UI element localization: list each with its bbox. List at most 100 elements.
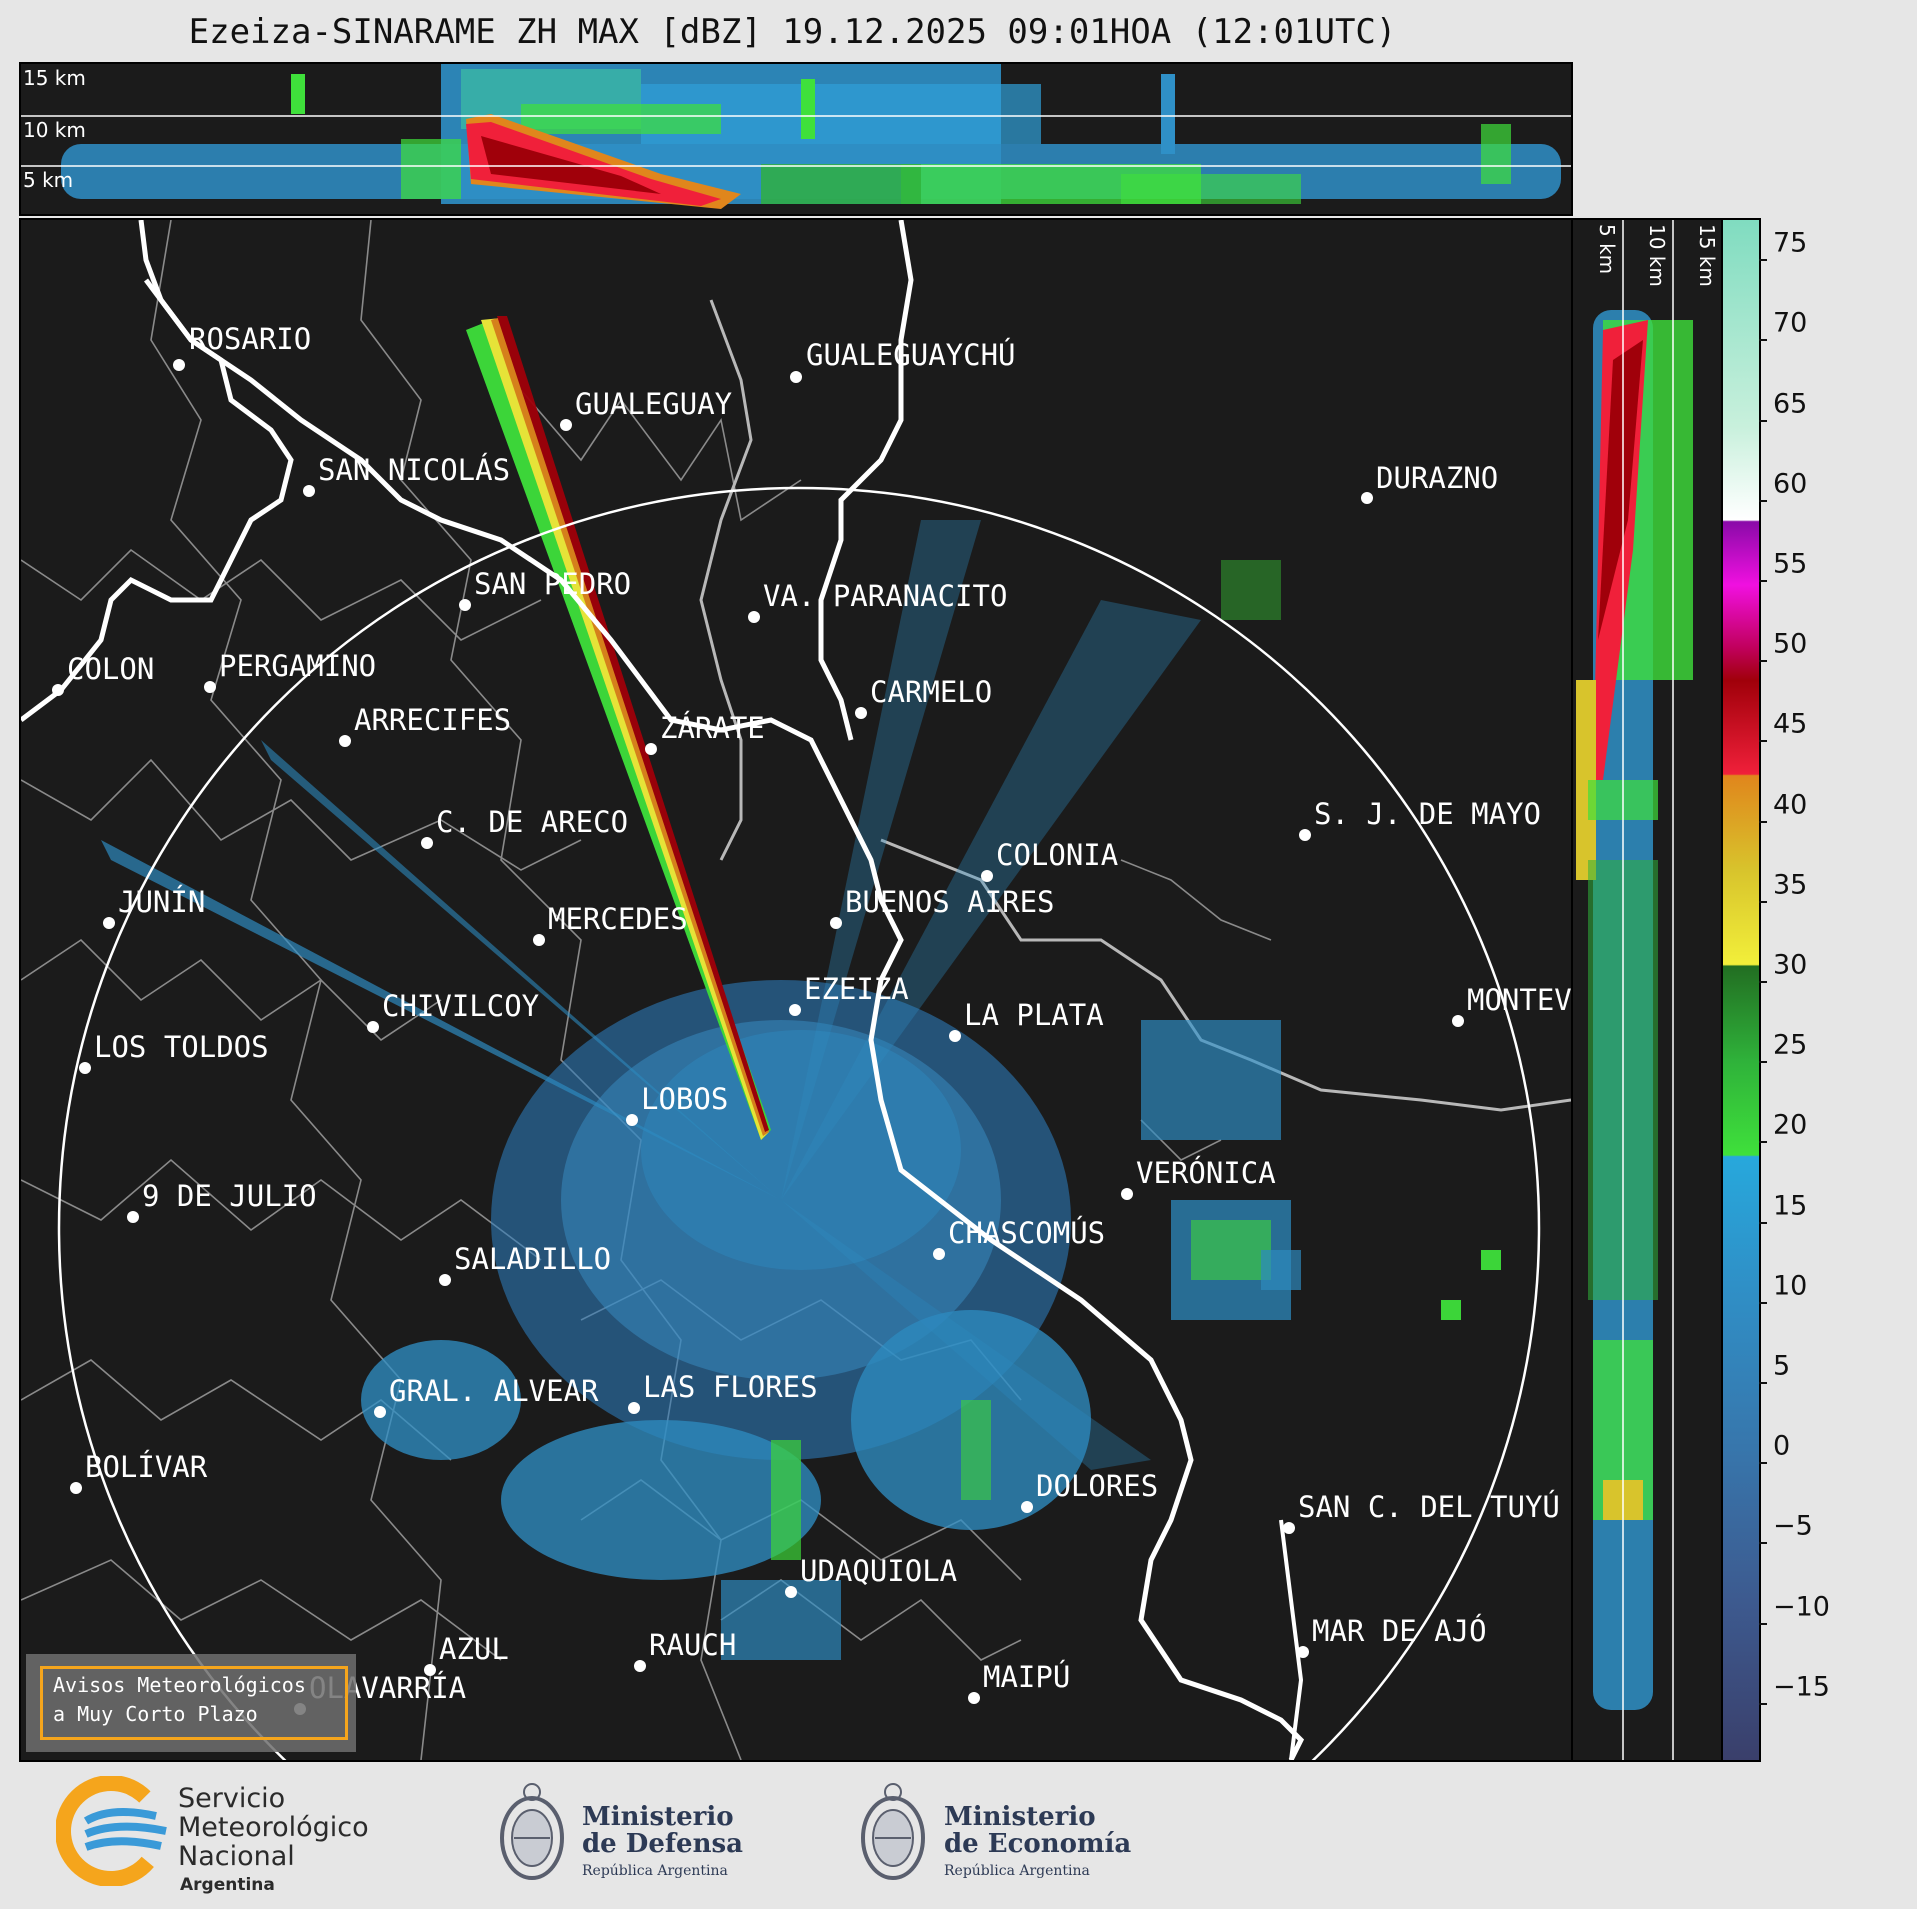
top-profile-echoes [21,64,1571,209]
city-label-9-de-julio: 9 DE JULIO [142,1179,317,1213]
city-marker-zarate [645,743,657,755]
city-label-rosario: ROSARIO [189,322,311,356]
city-label-rauch: RAUCH [649,1628,736,1662]
city-marker-durazno [1361,492,1373,504]
uruguay-river-white [818,220,914,741]
colorbar-tick: 0 [1759,1431,1790,1477]
avisos-frame[interactable]: Avisos Meteorológicos a Muy Corto Plazo [40,1666,348,1740]
radar-map-panel: ROSARIO GUALEGUAY GUALEGUAYCHÚ SAN NICOL… [19,218,1573,1762]
city-marker-azul [424,1664,436,1676]
city-marker-buenos-aires [830,917,842,929]
city-marker-maipu [968,1692,980,1704]
city-marker-9-de-julio [127,1211,139,1223]
city-label-chascomus: CHASCOMÚS [948,1216,1105,1250]
city-label-carmelo: CARMELO [870,675,992,709]
colorbar-tick: 35 [1759,870,1807,916]
city-marker-ezeiza [789,1004,801,1016]
city-marker-saladillo [439,1274,451,1286]
side-height-label-5km: 5 km [1595,224,1619,275]
colorbar-tick: 50 [1759,629,1807,675]
colorbar-tick: 15 [1759,1191,1807,1237]
smn-logo [56,1776,167,1886]
city-marker-colonia [981,870,993,882]
chart-title: Ezeiza-SINARAME ZH MAX [dBZ] 19.12.2025 … [188,12,1397,52]
colorbar-tick: 25 [1759,1030,1807,1076]
colorbar-tick: 5 [1759,1351,1790,1397]
colorbar-tick: 55 [1759,549,1807,595]
city-marker-mar-de-ajo [1297,1646,1309,1658]
avisos-line2: a Muy Corto Plazo [53,1702,258,1726]
colorbar-tick: 20 [1759,1110,1807,1156]
city-marker-arrecifes [339,735,351,747]
city-marker-la-plata [949,1030,961,1042]
city-marker-los-toldos [79,1062,91,1074]
city-label-ezeiza: EZEIZA [804,972,909,1006]
city-marker-gualeguay [560,419,572,431]
city-label-colonia: COLONIA [996,838,1118,872]
city-label-buenos-aires: BUENOS AIRES [845,885,1055,919]
city-label-zarate: ZÁRATE [660,711,765,745]
colorbar-tick: 45 [1759,709,1807,755]
city-label-la-plata: LA PLATA [964,998,1104,1032]
city-marker-pergamino [204,681,216,693]
colorbar-tick: −15 [1759,1672,1830,1718]
city-marker-las-flores [628,1402,640,1414]
city-marker-san-pedro [459,599,471,611]
city-label-las-flores: LAS FLORES [643,1370,818,1404]
city-marker-gral-alvear [374,1406,386,1418]
city-label-junin: JUNÍN [118,885,205,919]
city-label-veronica: VERÓNICA [1136,1156,1276,1190]
height-label-5km: 5 km [23,168,74,192]
colorbar-tick: 60 [1759,469,1807,515]
city-label-va-paranacito: VA. PARANACITO [763,579,1007,613]
colorbar-tick: −10 [1759,1592,1830,1638]
city-marker-va-paranacito [748,611,760,623]
city-label-pergamino: PERGAMINO [219,649,376,683]
city-marker-san-c-del-tuyu [1283,1522,1295,1534]
city-marker-sj-de-mayo [1299,829,1311,841]
colorbar-tick: 10 [1759,1271,1807,1317]
city-marker-rauch [634,1660,646,1672]
colorbar-tick: 75 [1759,228,1807,274]
rio-de-la-plata-coast [144,278,1305,1760]
city-marker-mercedes [533,934,545,946]
city-label-maipu: MAIPÚ [983,1660,1070,1694]
colorbar-tick: −5 [1759,1511,1813,1557]
city-label-arrecifes: ARRECIFES [354,703,511,737]
city-marker-veronica [1121,1188,1133,1200]
colorbar-tick: 70 [1759,308,1807,354]
side-profile-echoes [1576,220,1693,1760]
city-label-c-de-areco: C. DE ARECO [436,805,628,839]
city-label-gral-alvear: GRAL. ALVEAR [389,1374,599,1408]
city-label-bolivar: BOLÍVAR [85,1450,208,1484]
city-label-montevideo: MONTEVIDEO [1467,983,1571,1017]
side-height-profile-panel: 5 km 10 km 15 km [1571,218,1723,1762]
side-height-label-10km: 10 km [1645,224,1669,287]
city-label-azul: AZUL [439,1632,509,1666]
city-label-gualeguay: GUALEGUAY [575,387,732,421]
top-height-profile-panel: 15 km 10 km 5 km [19,62,1573,216]
city-label-gualeguaychu: GUALEGUAYCHÚ [806,338,1016,372]
city-label-sj-de-mayo: S. J. DE MAYO [1314,797,1541,831]
dbz-colorbar [1721,218,1761,1762]
uruguay-river [699,299,753,861]
city-label-dolores: DOLORES [1036,1469,1158,1503]
city-marker-c-de-areco [421,837,433,849]
radar-echoes [101,316,1501,1660]
city-marker-dolores [1021,1501,1033,1513]
economia-logo-text: Ministerio de Economía República Argenti… [944,1802,1132,1880]
city-marker-udaquiola [785,1586,797,1598]
city-marker-san-nicolas [303,485,315,497]
city-label-san-pedro: SAN PEDRO [474,567,631,601]
city-label-colon: COLON [67,652,154,686]
city-label-durazno: DURAZNO [1376,461,1498,495]
city-markers [52,359,1464,1715]
city-marker-lobos [626,1114,638,1126]
height-label-10km: 10 km [23,118,86,142]
avisos-link-box[interactable]: Avisos Meteorológicos a Muy Corto Plazo [26,1654,356,1752]
defensa-logo-text: Ministerio de Defensa República Argentin… [582,1802,743,1880]
height-label-15km: 15 km [23,66,86,90]
city-label-chivilcoy: CHIVILCOY [382,989,539,1023]
city-label-saladillo: SALADILLO [454,1242,611,1276]
city-label-lobos: LOBOS [641,1082,728,1116]
